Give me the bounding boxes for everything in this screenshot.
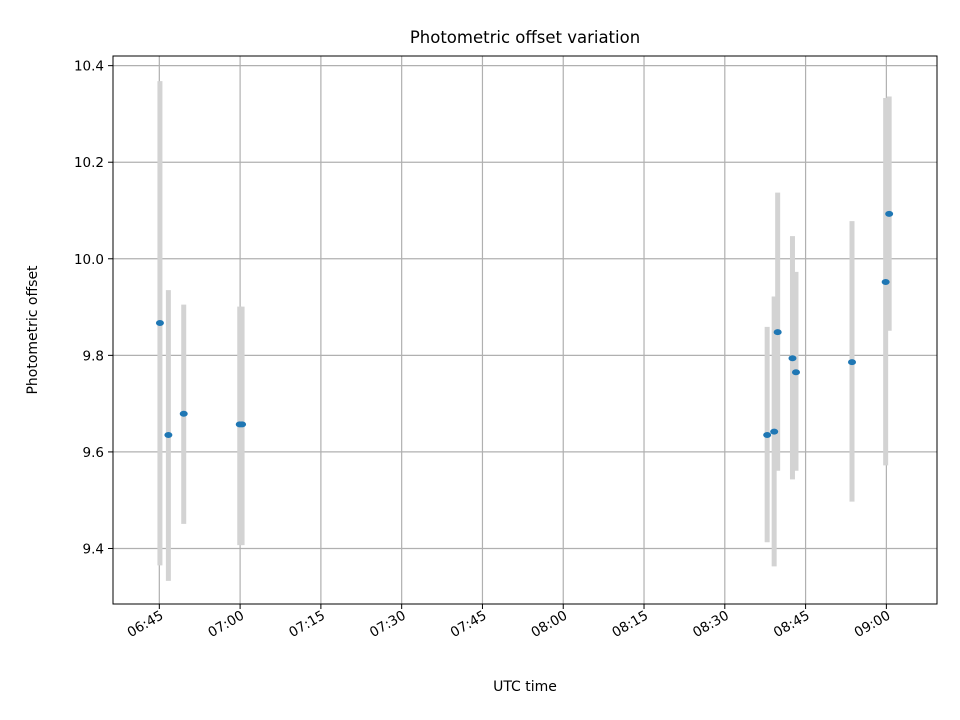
data-point xyxy=(164,432,173,439)
data-point xyxy=(238,421,247,428)
data-point xyxy=(155,319,164,326)
y-tick-label: 10.0 xyxy=(74,252,104,268)
y-tick-label: 9.6 xyxy=(83,445,104,461)
data-points xyxy=(155,210,894,439)
data-point xyxy=(770,428,779,435)
axes-frame xyxy=(112,55,938,605)
data-point xyxy=(881,278,890,285)
y-tick-label: 10.2 xyxy=(74,155,104,171)
y-tick-label: 9.4 xyxy=(83,541,104,557)
data-point xyxy=(763,432,772,439)
data-point xyxy=(788,355,797,362)
y-ticks: 9.4 9.6 9.8 10.0 10.2 10.4 xyxy=(74,59,113,557)
grid-lines xyxy=(113,56,937,604)
data-point xyxy=(179,410,188,417)
data-point xyxy=(847,359,856,366)
data-point xyxy=(773,329,782,336)
data-point xyxy=(885,210,894,217)
plot-area xyxy=(113,56,937,604)
y-tick-label: 10.4 xyxy=(74,59,104,75)
x-axis-label: UTC time xyxy=(493,679,557,695)
y-axis-label: Photometric offset xyxy=(25,265,41,395)
y-tick-label: 9.8 xyxy=(83,348,104,364)
chart-title: Photometric offset variation xyxy=(410,28,640,47)
data-point xyxy=(791,369,800,376)
